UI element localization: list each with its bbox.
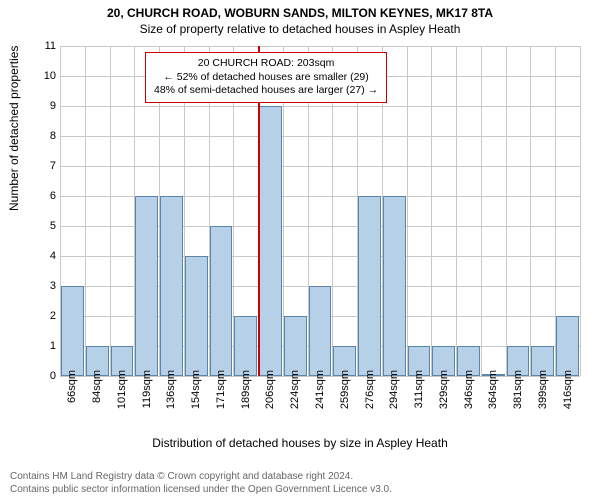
x-tick-label: 399sqm <box>537 370 549 409</box>
bar <box>309 286 332 376</box>
x-tick-label: 119sqm <box>141 370 153 408</box>
bar <box>556 316 579 376</box>
bar <box>61 286 84 376</box>
y-tick-label: 11 <box>42 40 56 52</box>
chart-container: 20, CHURCH ROAD, WOBURN SANDS, MILTON KE… <box>0 0 600 500</box>
y-axis-label: Number of detached properties <box>7 46 21 211</box>
x-axis-label: Distribution of detached houses by size … <box>0 436 600 450</box>
bar <box>358 196 381 376</box>
gridline-h <box>60 136 580 137</box>
bar <box>284 316 307 376</box>
x-tick-label: 311sqm <box>413 370 425 408</box>
x-tick-label: 329sqm <box>438 370 450 409</box>
gridline-v <box>580 46 581 376</box>
gridline-v <box>110 46 111 376</box>
gridline-h <box>60 166 580 167</box>
bar <box>185 256 208 376</box>
y-tick-label: 2 <box>42 310 56 322</box>
x-tick-label: 154sqm <box>190 370 202 409</box>
annotation-line1: 20 CHURCH ROAD: 203sqm <box>154 57 378 71</box>
y-tick-label: 1 <box>42 340 56 352</box>
bar <box>234 316 257 376</box>
x-tick-label: 206sqm <box>264 370 276 409</box>
x-tick-label: 416sqm <box>562 370 574 409</box>
x-tick-label: 224sqm <box>289 370 301 409</box>
y-tick-label: 7 <box>42 160 56 172</box>
y-tick-label: 10 <box>42 70 56 82</box>
bar <box>135 196 158 376</box>
x-tick-label: 66sqm <box>66 370 78 403</box>
annotation-box: 20 CHURCH ROAD: 203sqm← 52% of detached … <box>145 52 387 103</box>
gridline-v <box>530 46 531 376</box>
y-tick-label: 8 <box>42 130 56 142</box>
bar <box>259 106 282 376</box>
gridline-h <box>60 106 580 107</box>
gridline-v <box>456 46 457 376</box>
y-tick-label: 0 <box>42 370 56 382</box>
x-tick-label: 136sqm <box>165 370 177 409</box>
bar <box>210 226 233 376</box>
footer-attribution: Contains HM Land Registry data © Crown c… <box>10 471 392 496</box>
gridline-v <box>506 46 507 376</box>
gridline-v <box>481 46 482 376</box>
x-tick-label: 171sqm <box>215 370 227 409</box>
x-tick-label: 189sqm <box>240 370 252 409</box>
annotation-line2: ← 52% of detached houses are smaller (29… <box>154 71 378 85</box>
chart-title-sub: Size of property relative to detached ho… <box>0 20 600 36</box>
y-tick-label: 3 <box>42 280 56 292</box>
y-tick-label: 5 <box>42 220 56 232</box>
x-tick-label: 294sqm <box>388 370 400 409</box>
gridline-v <box>85 46 86 376</box>
y-tick-label: 9 <box>42 100 56 112</box>
x-tick-label: 84sqm <box>91 370 103 403</box>
footer-line2: Contains public sector information licen… <box>10 484 392 497</box>
plot-area: 0123456789101166sqm84sqm101sqm119sqm136s… <box>60 46 580 376</box>
gridline-v <box>407 46 408 376</box>
y-tick-label: 4 <box>42 250 56 262</box>
x-tick-label: 241sqm <box>314 370 326 409</box>
x-tick-label: 346sqm <box>463 370 475 409</box>
x-tick-label: 276sqm <box>364 370 376 409</box>
bar <box>383 196 406 376</box>
x-tick-label: 364sqm <box>487 370 499 409</box>
x-tick-label: 101sqm <box>116 370 128 409</box>
x-tick-label: 259sqm <box>339 370 351 409</box>
annotation-line3: 48% of semi-detached houses are larger (… <box>154 84 378 98</box>
gridline-h <box>60 46 580 47</box>
x-tick-label: 381sqm <box>512 370 524 409</box>
footer-line1: Contains HM Land Registry data © Crown c… <box>10 471 392 484</box>
gridline-v <box>431 46 432 376</box>
chart-title-main: 20, CHURCH ROAD, WOBURN SANDS, MILTON KE… <box>0 0 600 20</box>
y-tick-label: 6 <box>42 190 56 202</box>
bar <box>160 196 183 376</box>
